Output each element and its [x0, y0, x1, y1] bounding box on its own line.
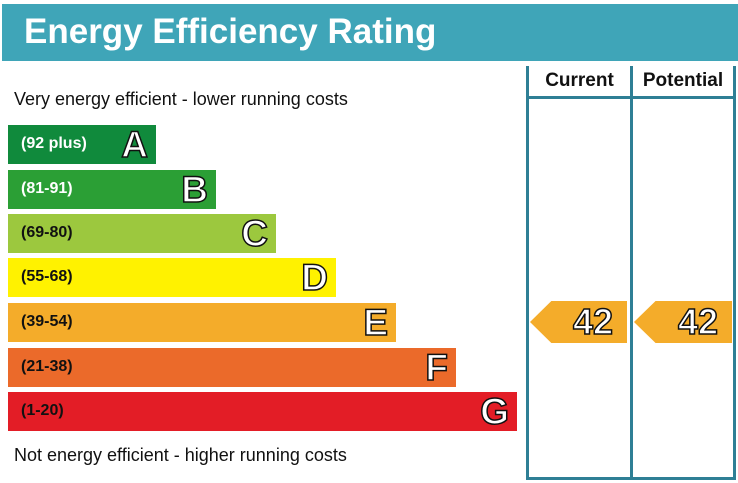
divider: [526, 66, 529, 480]
current-rating-arrow: 42: [530, 301, 627, 343]
current-rating-value: 42: [572, 301, 614, 343]
divider: [526, 96, 736, 99]
band-range: (21-38): [21, 358, 73, 375]
band-g: (1-20) G: [8, 391, 517, 432]
potential-rating-value: 42: [677, 301, 719, 343]
band-c: (69-80) C: [8, 213, 276, 254]
band-range: (39-54): [21, 313, 73, 330]
band-range: (69-80): [21, 224, 73, 241]
top-note: Very energy efficient - lower running co…: [14, 89, 348, 109]
band-letter: D: [301, 257, 329, 298]
potential-rating-arrow: 42: [634, 301, 732, 343]
band-letter: C: [241, 213, 269, 254]
page-title: Energy Efficiency Rating: [24, 12, 437, 51]
divider: [526, 477, 736, 480]
band-range: (81-91): [21, 180, 73, 197]
band-f: (21-38) F: [8, 347, 456, 388]
current-column-header: Current: [545, 70, 614, 91]
bottom-note: Not energy efficient - higher running co…: [14, 445, 347, 465]
band-letter: E: [363, 302, 389, 343]
divider: [630, 66, 633, 480]
band-a: (92 plus) A: [8, 124, 156, 165]
band-range: (1-20): [21, 402, 64, 419]
band-letter: F: [425, 347, 449, 388]
band-range: (55-68): [21, 268, 73, 285]
band-d: (55-68) D: [8, 257, 336, 298]
band-letter: B: [181, 169, 209, 210]
header-bar: Energy Efficiency Rating: [2, 4, 738, 61]
band-range: (92 plus): [21, 135, 87, 152]
band-letter: A: [121, 124, 149, 165]
band-e: (39-54) E: [8, 302, 396, 343]
band-b: (81-91) B: [8, 169, 216, 210]
potential-column-header: Potential: [642, 70, 724, 91]
divider: [733, 66, 736, 480]
band-letter: G: [479, 391, 509, 432]
